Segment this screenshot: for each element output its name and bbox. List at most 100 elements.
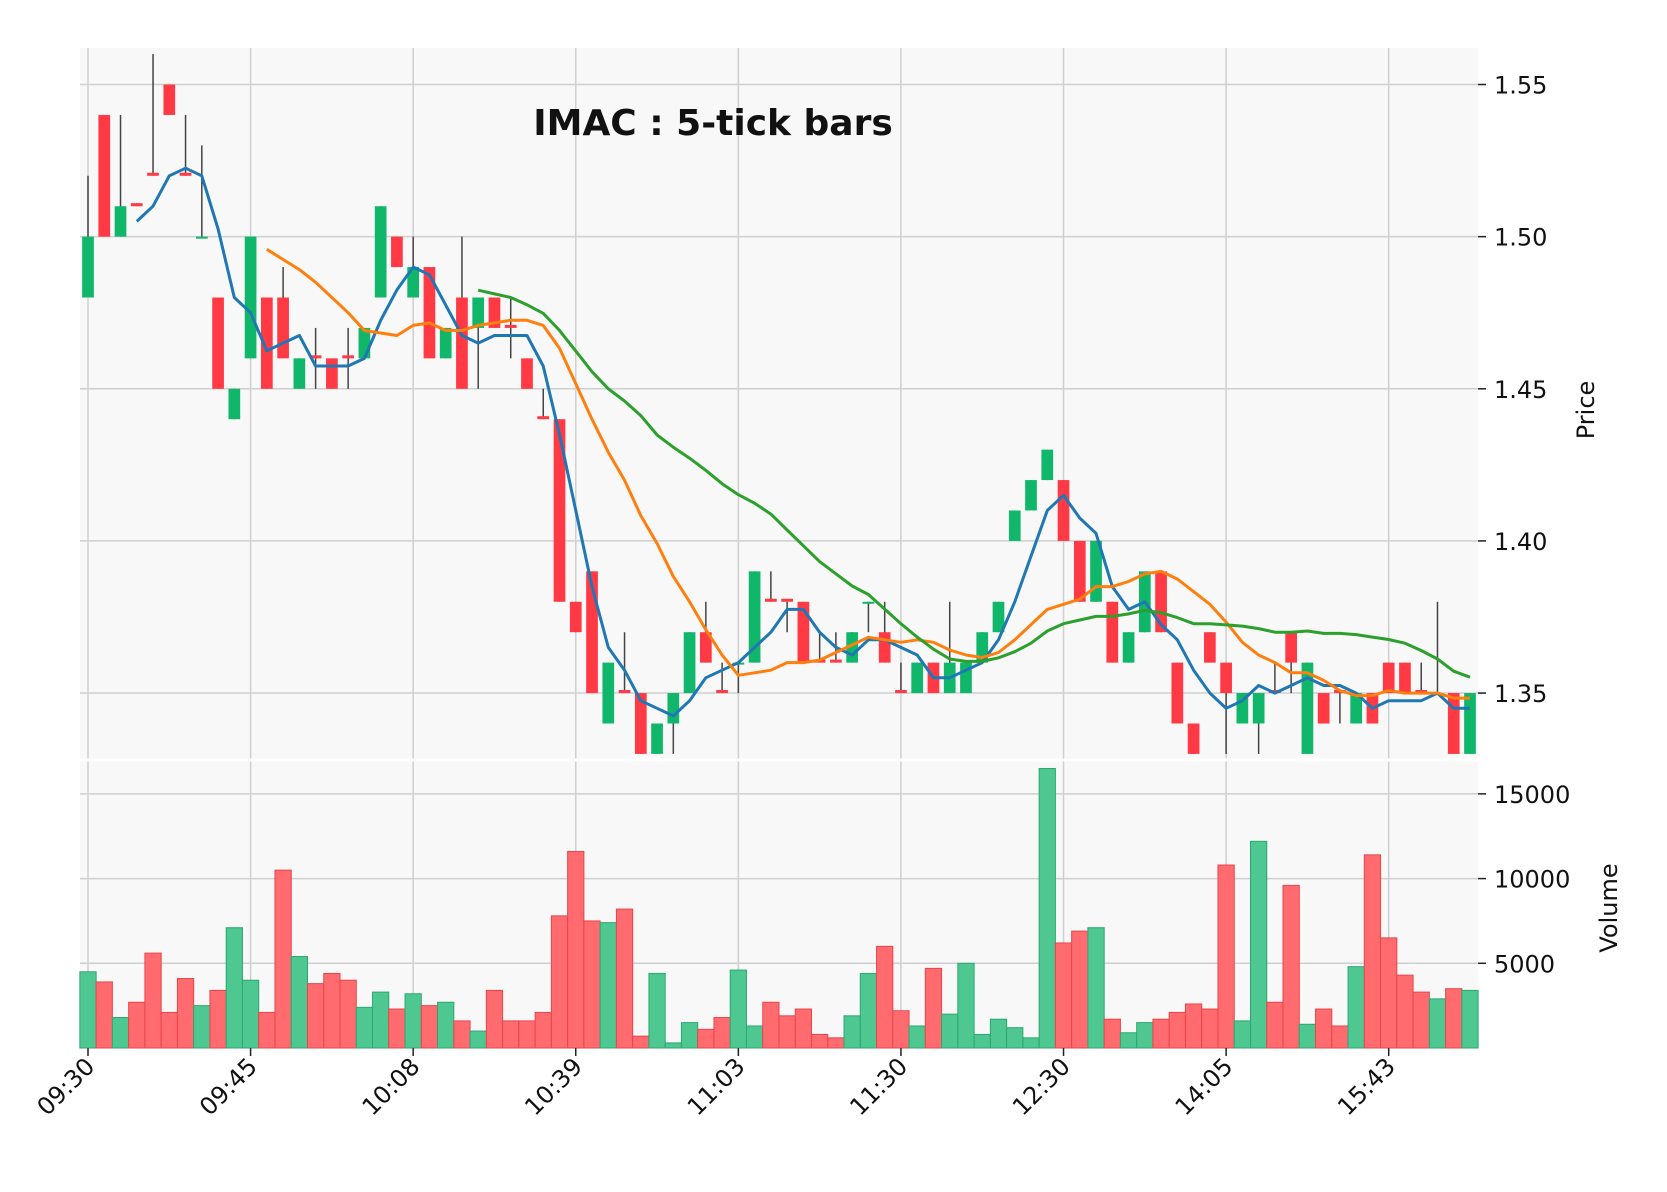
- volume-bar: [306, 983, 325, 1049]
- candle-body: [1285, 632, 1298, 663]
- volume-bar: [924, 967, 943, 1049]
- volume-bar: [1233, 1020, 1252, 1049]
- volume-bar: [193, 1005, 211, 1049]
- volume-bar: [502, 1020, 520, 1049]
- price-axis-title: Price: [1572, 381, 1600, 440]
- candle-body: [1155, 571, 1167, 633]
- candle-body: [537, 416, 550, 420]
- ma-long-line: [477, 288, 1471, 679]
- volume-bar: [1396, 974, 1414, 1049]
- candle-body: [407, 267, 420, 298]
- candle-body: [1106, 601, 1119, 663]
- x-tick-label: 11:30: [844, 1052, 913, 1121]
- volume-bar: [1119, 1032, 1138, 1049]
- candle-body: [326, 358, 338, 389]
- volume-bar: [1054, 942, 1073, 1049]
- volume-bar: [811, 1033, 829, 1049]
- candle-body: [618, 690, 631, 694]
- volume-bar: [485, 989, 504, 1049]
- volume-bar: [1461, 989, 1479, 1049]
- candle-body: [147, 172, 159, 176]
- candle-body: [1204, 632, 1216, 663]
- price-tick-label: 1.35: [1494, 680, 1547, 708]
- volume-bar: [1152, 1018, 1170, 1049]
- candle-body: [82, 236, 94, 298]
- candle-body: [1171, 662, 1184, 724]
- volume-bar: [388, 1008, 406, 1049]
- candle-body: [244, 236, 257, 359]
- candle-body: [1399, 662, 1411, 694]
- volume-axis-title: Volume: [1595, 863, 1623, 952]
- volume-bar: [274, 869, 292, 1049]
- candle-body: [1350, 693, 1363, 724]
- candle-body: [228, 388, 241, 420]
- volume-bar: [843, 1015, 861, 1049]
- candle-body: [130, 203, 143, 207]
- volume-bar: [1071, 930, 1089, 1049]
- volume-bar: [1445, 988, 1463, 1049]
- candle-body: [195, 236, 208, 239]
- candle-body: [456, 297, 468, 389]
- candle-body: [1382, 662, 1395, 694]
- volume-bar: [697, 1028, 715, 1049]
- candle-body: [163, 84, 176, 115]
- x-tick-label: 09:45: [194, 1052, 263, 1121]
- volume-bar: [632, 1035, 650, 1049]
- x-tick-label: 11:03: [682, 1052, 751, 1121]
- candle-body: [212, 297, 224, 389]
- candle-body: [1236, 693, 1249, 724]
- candle-body: [960, 662, 972, 694]
- candle-body: [342, 355, 354, 359]
- volume-bar: [599, 922, 617, 1049]
- candle-body: [1447, 693, 1460, 754]
- candle-body: [472, 297, 485, 328]
- volume-bar: [973, 1033, 991, 1049]
- candle-body: [1301, 662, 1314, 754]
- volume-bar: [323, 972, 341, 1049]
- volume-bar: [583, 920, 601, 1049]
- candle-body: [748, 571, 761, 663]
- candle-body: [504, 324, 517, 328]
- volume-bar: [1331, 1025, 1349, 1049]
- volume-bar: [1022, 1037, 1040, 1049]
- x-tick-label: 09:30: [32, 1052, 101, 1121]
- volume-bar: [908, 1025, 926, 1049]
- chart-title: IMAC : 5-tick bars: [533, 103, 893, 144]
- volume-bar: [615, 908, 634, 1049]
- candle-body: [683, 632, 696, 694]
- volume-bar: [437, 1001, 455, 1049]
- volume-bar: [176, 978, 195, 1049]
- candle-body: [1122, 632, 1135, 663]
- candle-body: [797, 601, 810, 663]
- price-panel-background: [80, 48, 1478, 760]
- x-tick-label: 12:30: [1007, 1052, 1076, 1121]
- candle-body: [423, 267, 436, 359]
- candle-body: [569, 601, 582, 633]
- candle-body: [1464, 693, 1476, 754]
- candle-body: [488, 297, 501, 328]
- volume-bar: [1250, 840, 1268, 1049]
- candle-body: [260, 297, 273, 389]
- volume-bar: [339, 979, 357, 1049]
- moving-average-lines: [135, 166, 1471, 718]
- candle-body: [846, 632, 859, 663]
- volume-bar: [258, 1011, 276, 1049]
- candle-body: [1252, 693, 1265, 724]
- candle-body: [699, 632, 712, 663]
- volume-bar: [550, 915, 569, 1049]
- candle-body: [179, 172, 192, 176]
- price-tick-label: 1.45: [1494, 376, 1547, 404]
- volume-bar: [404, 993, 422, 1049]
- price-tick-label: 1.50: [1494, 224, 1547, 252]
- volume-bar: [827, 1037, 845, 1049]
- candle-body: [374, 206, 387, 298]
- volume-bar: [1136, 1022, 1154, 1049]
- candle-body: [667, 693, 680, 724]
- volume-bar: [372, 991, 390, 1049]
- volume-bar: [79, 971, 97, 1049]
- candle-body: [1415, 690, 1428, 694]
- volume-bar: [518, 1020, 536, 1049]
- volume-bar: [160, 1011, 178, 1049]
